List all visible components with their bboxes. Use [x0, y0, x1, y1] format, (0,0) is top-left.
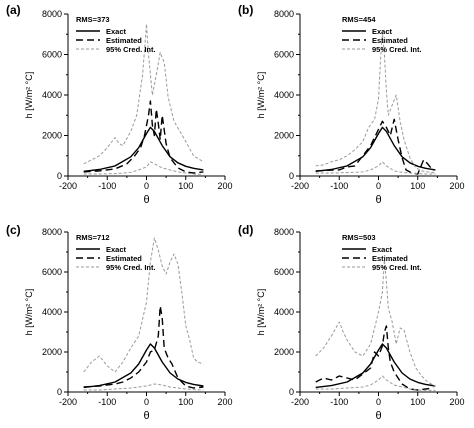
- series-line-exact: [315, 126, 436, 172]
- y-tick-label: 0: [57, 171, 62, 181]
- y-tick-label: 6000: [42, 267, 62, 277]
- series-line-95-cred-int-upper: [83, 237, 204, 373]
- y-tick-label: 0: [57, 387, 62, 397]
- legend-entry: Estimated: [372, 254, 408, 263]
- y-tick-label: 4000: [274, 90, 294, 100]
- y-tick-label: 2000: [274, 347, 294, 357]
- x-axis-label: θ: [143, 194, 149, 206]
- panel-label: (a): [6, 3, 21, 17]
- y-axis-label: h [W/m² °C]: [256, 72, 266, 119]
- y-tick-label: 0: [289, 387, 294, 397]
- y-axis-label: h [W/m² °C]: [24, 289, 34, 336]
- panel-label: (d): [238, 223, 253, 237]
- y-tick-label: 2000: [42, 347, 62, 357]
- y-tick-label: 4000: [42, 90, 62, 100]
- x-tick-label: 200: [449, 181, 464, 191]
- x-tick-label: 100: [178, 181, 193, 191]
- legend-entry: Exact: [372, 245, 393, 254]
- legend-entry: 95% Cred. Int.: [372, 263, 422, 272]
- x-axis-label: θ: [375, 194, 381, 206]
- series-line-95-cred-int-lower: [315, 161, 436, 175]
- series-group: [315, 259, 436, 391]
- x-tick-label: -100: [330, 397, 348, 407]
- legend-entry: Estimated: [372, 36, 408, 45]
- x-tick-label: 100: [410, 181, 425, 191]
- series-group: [83, 237, 204, 391]
- y-tick-label: 8000: [274, 227, 294, 237]
- y-tick-label: 0: [289, 171, 294, 181]
- series-line-estimated: [315, 325, 434, 391]
- y-tick-label: 2000: [42, 131, 62, 141]
- legend-entry: Exact: [106, 245, 127, 254]
- legend-entry: 95% Cred. Int.: [372, 45, 422, 54]
- x-tick-label: -200: [59, 181, 77, 191]
- x-tick-label: -100: [330, 181, 348, 191]
- legend-entry: 95% Cred. Int.: [106, 263, 156, 272]
- x-tick-label: -100: [98, 181, 116, 191]
- series-line-estimated: [83, 305, 204, 389]
- y-tick-label: 4000: [42, 307, 62, 317]
- series-line-exact: [315, 343, 436, 389]
- rms-annotation: RMS=373: [76, 15, 110, 24]
- series-line-95-cred-int-lower: [83, 383, 204, 391]
- x-tick-label: 0: [144, 181, 149, 191]
- legend-entry: Estimated: [106, 36, 142, 45]
- y-tick-label: 6000: [274, 50, 294, 60]
- y-tick-label: 4000: [274, 307, 294, 317]
- y-tick-label: 8000: [42, 227, 62, 237]
- x-tick-label: 200: [217, 181, 232, 191]
- x-tick-label: -200: [291, 397, 309, 407]
- legend-entry: Exact: [372, 27, 393, 36]
- x-axis-label: θ: [143, 410, 149, 422]
- series-line-estimated: [83, 100, 204, 174]
- x-tick-label: 100: [178, 397, 193, 407]
- y-axis-label: h [W/m² °C]: [256, 289, 266, 336]
- x-tick-label: -200: [291, 181, 309, 191]
- series-line-95-cred-int-upper: [83, 23, 204, 165]
- series-line-exact: [83, 126, 204, 172]
- panel-label: (b): [238, 3, 253, 17]
- y-tick-label: 6000: [42, 50, 62, 60]
- series-line-95-cred-int-lower: [83, 161, 204, 175]
- series-line-exact: [83, 343, 204, 389]
- x-tick-label: 0: [376, 181, 381, 191]
- rms-annotation: RMS=503: [342, 233, 376, 242]
- series-line-95-cred-int-upper: [315, 31, 436, 174]
- rms-annotation: RMS=712: [76, 233, 110, 242]
- legend-entry: 95% Cred. Int.: [106, 45, 156, 54]
- y-axis-label: h [W/m² °C]: [24, 72, 34, 119]
- rms-annotation: RMS=454: [342, 15, 376, 24]
- y-tick-label: 6000: [274, 267, 294, 277]
- x-tick-label: 200: [217, 397, 232, 407]
- x-tick-label: -200: [59, 397, 77, 407]
- series-line-95-cred-int-upper: [315, 259, 436, 387]
- x-tick-label: 200: [449, 397, 464, 407]
- x-tick-label: 0: [376, 397, 381, 407]
- series-group: [315, 31, 436, 175]
- x-tick-label: 100: [410, 397, 425, 407]
- legend-entry: Estimated: [106, 254, 142, 263]
- x-tick-label: -100: [98, 397, 116, 407]
- y-tick-label: 2000: [274, 131, 294, 141]
- series-line-95-cred-int-lower: [315, 375, 436, 391]
- legend-entry: Exact: [106, 27, 127, 36]
- y-tick-label: 8000: [274, 9, 294, 19]
- x-axis-label: θ: [375, 410, 381, 422]
- panel-label: (c): [6, 223, 21, 237]
- y-tick-label: 8000: [42, 9, 62, 19]
- x-tick-label: 0: [144, 397, 149, 407]
- series-group: [83, 23, 204, 175]
